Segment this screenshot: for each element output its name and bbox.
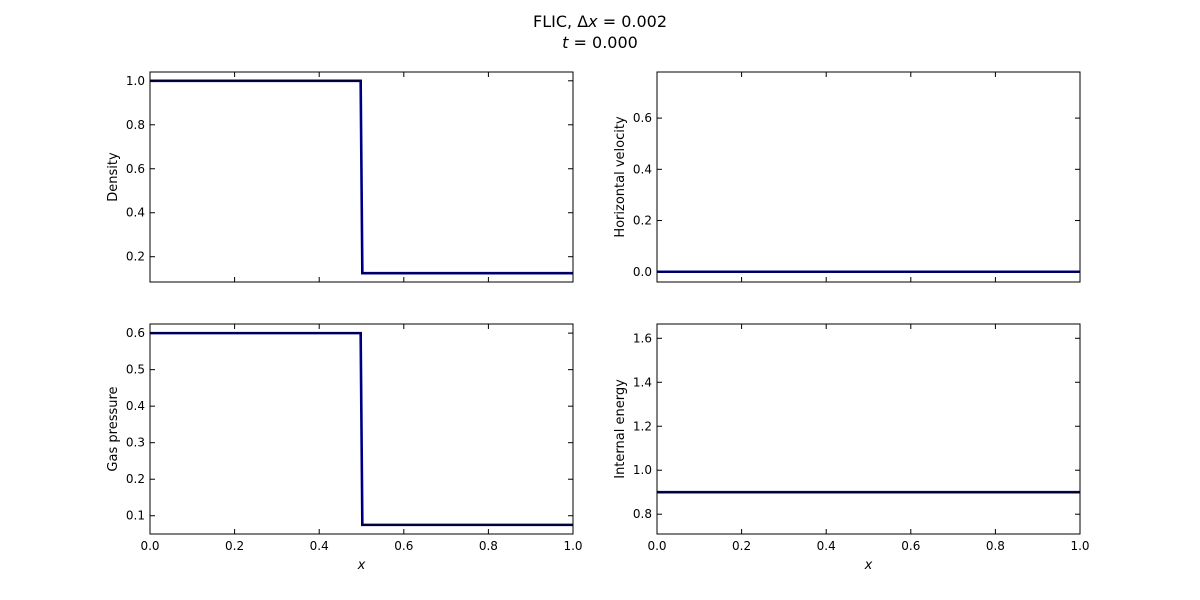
density-ytick-label: 0.6 — [126, 162, 145, 176]
density-ytick-label: 0.2 — [126, 250, 145, 264]
density-ytick-label: 1.0 — [126, 74, 145, 88]
energy-axes-frame — [656, 323, 1081, 535]
pressure-xtick-label: 1.0 — [563, 539, 582, 553]
pressure-axes-frame — [149, 323, 574, 535]
energy-xtick-label: 0.2 — [732, 539, 751, 553]
energy-ylabel: Internal energy — [613, 379, 628, 479]
pressure-ylabel: Gas pressure — [106, 386, 121, 471]
pressure-ytick-label: 0.4 — [126, 399, 145, 413]
energy-xtick-label: 0.6 — [901, 539, 920, 553]
energy-ytick-label: 1.2 — [633, 419, 652, 433]
pressure-ytick-label: 0.1 — [126, 509, 145, 523]
pressure-xtick-label: 0.4 — [310, 539, 329, 553]
panel-pressure: 0.0 0.2 0.4 0.6 0.8 1.0 0.1 0.2 0.3 0.4 0.5 0.6 Gas … — [106, 323, 583, 573]
energy-xtick-label: 0.0 — [647, 539, 666, 553]
panel-density: 0.2 0.4 0.6 0.8 1.0 Density — [106, 71, 574, 283]
pressure-ytick-label: 0.3 — [126, 436, 145, 450]
velocity-ytick-label: 0.0 — [633, 265, 652, 279]
energy-xlabel: x — [864, 558, 873, 573]
pressure-ytick-label: 0.2 — [126, 472, 145, 486]
density-ytick-label: 0.4 — [126, 206, 145, 220]
energy-xtick-label: 1.0 — [1070, 539, 1089, 553]
energy-ytick-label: 1.6 — [633, 331, 652, 345]
energy-ytick-label: 1.4 — [633, 375, 652, 389]
pressure-xtick-label: 0.2 — [225, 539, 244, 553]
pressure-xtick-label: 0.0 — [140, 539, 159, 553]
velocity-axes-frame — [656, 71, 1081, 283]
pressure-xtick-label: 0.6 — [394, 539, 413, 553]
energy-ytick-label: 0.8 — [633, 507, 652, 521]
figure-title-line2: t = 0.000 — [562, 33, 638, 52]
velocity-ytick-label: 0.6 — [633, 111, 652, 125]
density-ytick-label: 0.8 — [126, 118, 145, 132]
pressure-xtick-label: 0.8 — [479, 539, 498, 553]
pressure-series-reference — [150, 332, 573, 526]
pressure-ytick-label: 0.5 — [126, 363, 145, 377]
velocity-ytick-label: 0.4 — [633, 162, 652, 176]
panel-velocity: 0.0 0.2 0.4 0.6 Horizontal velocity — [613, 71, 1081, 283]
pressure-xlabel: x — [357, 558, 366, 573]
velocity-ytick-label: 0.2 — [633, 214, 652, 228]
energy-ytick-label: 1.0 — [633, 463, 652, 477]
density-series-reference — [150, 80, 573, 274]
density-ylabel: Density — [106, 152, 121, 202]
panel-energy: 0.0 0.2 0.4 0.6 0.8 1.0 0.8 1.0 1.2 1.4 1.6 Interna… — [613, 323, 1090, 573]
figure-title-line1: FLIC, Δx = 0.002 — [533, 12, 667, 31]
pressure-ytick-label: 0.6 — [126, 326, 145, 340]
density-axes-frame — [149, 71, 574, 283]
velocity-ylabel: Horizontal velocity — [613, 116, 628, 238]
energy-xtick-label: 0.8 — [986, 539, 1005, 553]
energy-xtick-label: 0.4 — [817, 539, 836, 553]
